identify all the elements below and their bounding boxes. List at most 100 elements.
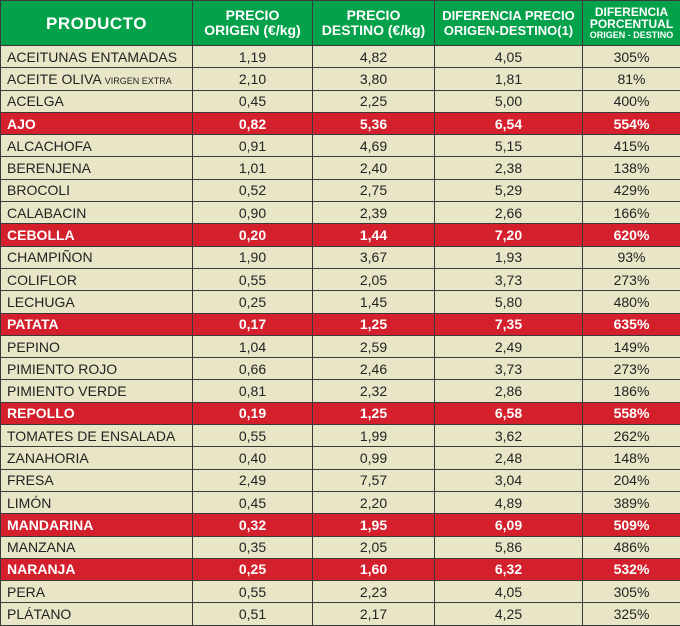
cell-destino: 2,05 [313,268,435,290]
cell-producto: ACEITUNAS ENTAMADAS [1,46,193,68]
cell-porcentaje: 509% [583,514,680,536]
cell-porcentaje: 166% [583,202,680,224]
cell-porcentaje: 486% [583,536,680,558]
cell-porcentaje: 148% [583,447,680,469]
cell-porcentaje: 149% [583,335,680,357]
cell-destino: 2,40 [313,157,435,179]
cell-producto: COLIFLOR [1,268,193,290]
header-line: ORIGEN - DESTINO [583,30,680,40]
cell-diferencia: 5,15 [435,135,583,157]
cell-diferencia: 6,09 [435,514,583,536]
cell-porcentaje: 273% [583,268,680,290]
cell-destino: 2,32 [313,380,435,402]
cell-destino: 2,20 [313,491,435,513]
product-name: ACELGA [7,93,64,109]
cell-destino: 2,59 [313,335,435,357]
cell-origen: 0,45 [193,491,313,513]
cell-origen: 0,82 [193,112,313,134]
cell-origen: 1,04 [193,335,313,357]
cell-origen: 0,25 [193,558,313,580]
cell-origen: 0,25 [193,291,313,313]
cell-diferencia: 3,73 [435,268,583,290]
cell-porcentaje: 620% [583,224,680,246]
cell-producto: REPOLLO [1,402,193,424]
cell-origen: 0,20 [193,224,313,246]
cell-porcentaje: 204% [583,469,680,491]
cell-producto: ACEITE OLIVA VIRGEN EXTRA [1,68,193,90]
product-name: PATATA [7,316,59,332]
cell-porcentaje: 325% [583,603,680,625]
cell-diferencia: 7,35 [435,313,583,335]
header-line: DIFERENCIA PRECIO [442,8,574,23]
product-name: PIMIENTO VERDE [7,383,127,399]
cell-origen: 0,45 [193,90,313,112]
product-name-suffix: VIRGEN EXTRA [105,76,172,86]
product-name: NARANJA [7,561,75,577]
product-name: CALABACIN [7,205,86,221]
cell-origen: 0,55 [193,268,313,290]
product-name: ACEITUNAS ENTAMADAS [7,49,177,65]
cell-origen: 0,35 [193,536,313,558]
cell-producto: LECHUGA [1,291,193,313]
cell-diferencia: 6,58 [435,402,583,424]
cell-producto: ALCACHOFA [1,135,193,157]
cell-destino: 2,46 [313,358,435,380]
cell-destino: 4,69 [313,135,435,157]
product-name: PIMIENTO ROJO [7,361,117,377]
cell-origen: 0,51 [193,603,313,625]
cell-diferencia: 2,38 [435,157,583,179]
cell-porcentaje: 262% [583,425,680,447]
cell-producto: CALABACIN [1,202,193,224]
cell-destino: 2,05 [313,536,435,558]
cell-porcentaje: 93% [583,246,680,268]
cell-producto: PERA [1,581,193,603]
product-name: MANDARINA [7,517,93,533]
cell-porcentaje: 415% [583,135,680,157]
header-line: DESTINO (€/kg) [322,22,425,38]
cell-origen: 1,19 [193,46,313,68]
cell-origen: 2,49 [193,469,313,491]
cell-diferencia: 3,04 [435,469,583,491]
cell-producto: TOMATES DE ENSALADA [1,425,193,447]
cell-destino: 3,67 [313,246,435,268]
cell-origen: 0,81 [193,380,313,402]
cell-producto: LIMÓN [1,491,193,513]
header-producto: PRODUCTO [1,1,193,46]
cell-diferencia: 7,20 [435,224,583,246]
cell-destino: 5,36 [313,112,435,134]
cell-porcentaje: 532% [583,558,680,580]
cell-destino: 7,57 [313,469,435,491]
product-name: REPOLLO [7,405,75,421]
cell-producto: PIMIENTO ROJO [1,358,193,380]
cell-diferencia: 2,48 [435,447,583,469]
cell-porcentaje: 480% [583,291,680,313]
product-name: PLÁTANO [7,606,71,622]
cell-origen: 0,91 [193,135,313,157]
cell-destino: 2,17 [313,603,435,625]
cell-diferencia: 5,00 [435,90,583,112]
cell-origen: 2,10 [193,68,313,90]
cell-producto: FRESA [1,469,193,491]
cell-origen: 0,19 [193,402,313,424]
cell-producto: NARANJA [1,558,193,580]
product-name: CHAMPIÑON [7,249,93,265]
cell-origen: 0,52 [193,179,313,201]
product-name: ZANAHORIA [7,450,89,466]
cell-producto: BROCOLI [1,179,193,201]
cell-porcentaje: 305% [583,581,680,603]
cell-destino: 1,25 [313,402,435,424]
